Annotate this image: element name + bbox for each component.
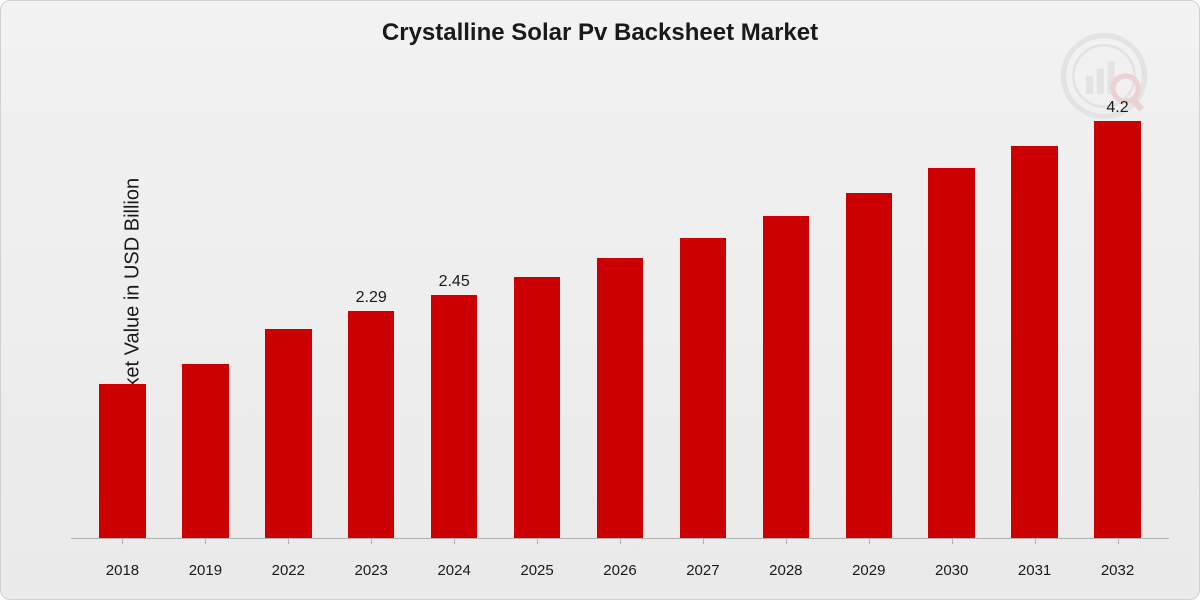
bar	[99, 384, 145, 538]
bar	[514, 277, 560, 538]
bar	[680, 238, 726, 538]
x-tick	[1118, 538, 1119, 544]
bar-group	[661, 81, 744, 538]
bar-group	[744, 81, 827, 538]
x-tick	[288, 538, 289, 544]
x-axis-label: 2024	[413, 562, 496, 579]
x-tick	[371, 538, 372, 544]
x-axis-label: 2019	[164, 562, 247, 579]
x-tick	[122, 538, 123, 544]
bar-group: 2.29	[330, 81, 413, 538]
x-axis-label: 2026	[579, 562, 662, 579]
bar-group	[579, 81, 662, 538]
x-axis-label: 2023	[330, 562, 413, 579]
bar: 2.29	[348, 311, 394, 539]
bar	[1011, 146, 1057, 538]
x-axis-label: 2031	[993, 562, 1076, 579]
x-axis-label: 2025	[496, 562, 579, 579]
x-axis-label: 2022	[247, 562, 330, 579]
x-tick	[454, 538, 455, 544]
bars-container: 2.29 2.45 4.2	[71, 81, 1169, 538]
x-tick	[537, 538, 538, 544]
x-axis-label: 2027	[661, 562, 744, 579]
bar-value-label: 4.2	[1106, 99, 1128, 117]
bar-group	[247, 81, 330, 538]
bar	[597, 258, 643, 538]
x-tick	[952, 538, 953, 544]
bar-group	[827, 81, 910, 538]
bar	[928, 168, 974, 538]
x-axis-label: 2028	[744, 562, 827, 579]
x-axis-label: 2030	[910, 562, 993, 579]
x-axis-label: 2029	[827, 562, 910, 579]
x-axis-label: 2032	[1076, 562, 1159, 579]
bar: 4.2	[1094, 121, 1140, 538]
bar-group	[164, 81, 247, 538]
bar	[763, 216, 809, 538]
bar-group: 4.2	[1076, 81, 1159, 538]
bar	[182, 364, 228, 538]
x-labels-container: 2018201920222023202420252026202720282029…	[71, 562, 1169, 579]
bar: 2.45	[431, 295, 477, 538]
x-tick	[620, 538, 621, 544]
x-tick	[205, 538, 206, 544]
x-tick	[1035, 538, 1036, 544]
bar-group	[910, 81, 993, 538]
bar-value-label: 2.45	[439, 273, 470, 291]
chart-container: Crystalline Solar Pv Backsheet Market Ma…	[0, 0, 1200, 600]
x-tick	[869, 538, 870, 544]
bar	[846, 193, 892, 538]
bar-group	[496, 81, 579, 538]
x-axis-label: 2018	[81, 562, 164, 579]
bar-group	[993, 81, 1076, 538]
x-tick	[786, 538, 787, 544]
bar-group	[81, 81, 164, 538]
bar-value-label: 2.29	[356, 289, 387, 307]
bar-group: 2.45	[413, 81, 496, 538]
bar	[265, 329, 311, 538]
chart-title: Crystalline Solar Pv Backsheet Market	[1, 19, 1199, 47]
plot-area: 2.29 2.45 4.2	[71, 81, 1169, 539]
x-tick	[703, 538, 704, 544]
